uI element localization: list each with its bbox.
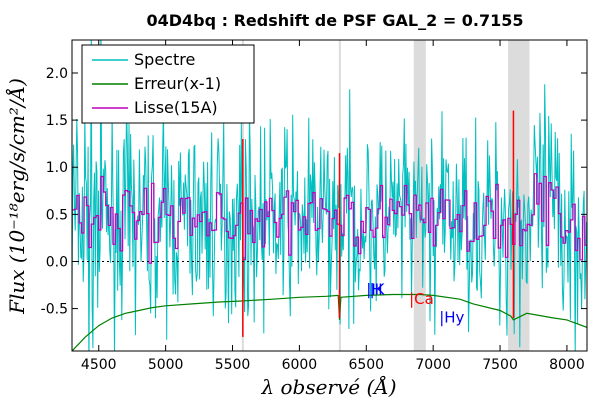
y-tick-label-2: 1.0: [46, 160, 68, 176]
series-lisse: [72, 173, 587, 264]
lisse-line: [72, 173, 587, 264]
legend: Spectre Erreur(x-1) Lisse(15A): [81, 44, 255, 124]
x-tick-label-0: 4500: [81, 357, 117, 373]
line-marker-ca: |Ca: [409, 290, 434, 308]
x-tick-label-5: 7000: [415, 357, 451, 373]
line-marker-k: |K: [370, 280, 386, 298]
legend-label-erreur: Erreur(x-1): [134, 74, 221, 93]
line-marker-h: |H: [366, 280, 382, 298]
y-tick-label-5: -0.5: [41, 302, 68, 318]
sky-band-3: [508, 40, 530, 351]
y-tick-label-3: 0.5: [46, 207, 68, 223]
x-tick-label-7: 8000: [549, 357, 585, 373]
y-tick-label-1: 1.5: [46, 113, 68, 129]
x-tick-label-2: 5500: [215, 357, 251, 373]
line-marker-hy: |Hy: [439, 309, 464, 327]
series-spectre: [72, 40, 587, 351]
spectre-line: [72, 40, 587, 351]
x-axis-ticks: 4500 5000 5500 6000 6500 7000 7500 8000: [81, 40, 585, 373]
y-axis-label: Flux (10⁻¹⁸erg/s/cm²/Å): [4, 78, 29, 315]
legend-label-spectre: Spectre: [134, 50, 195, 69]
x-tick-label-6: 7500: [482, 357, 518, 373]
x-tick-label-1: 5000: [148, 357, 184, 373]
line-markers: |H|K |Ca |Hy: [366, 280, 464, 326]
x-tick-label-3: 6000: [282, 357, 318, 373]
chart-title: 04D4bq : Redshift de PSF GAL_2 = 0.7155: [146, 11, 523, 30]
plot-frame: [71, 39, 588, 352]
y-tick-label-0: 2.0: [46, 66, 68, 82]
legend-label-lisse: Lisse(15A): [134, 98, 218, 117]
y-axis-ticks: 2.0 1.5 1.0 0.5 0.0 -0.5: [41, 66, 587, 318]
sky-lines: [242, 110, 515, 337]
x-axis-label: λ observé (Å): [260, 374, 396, 399]
y-tick-label-4: 0.0: [46, 254, 68, 270]
x-tick-label-4: 6500: [348, 357, 384, 373]
